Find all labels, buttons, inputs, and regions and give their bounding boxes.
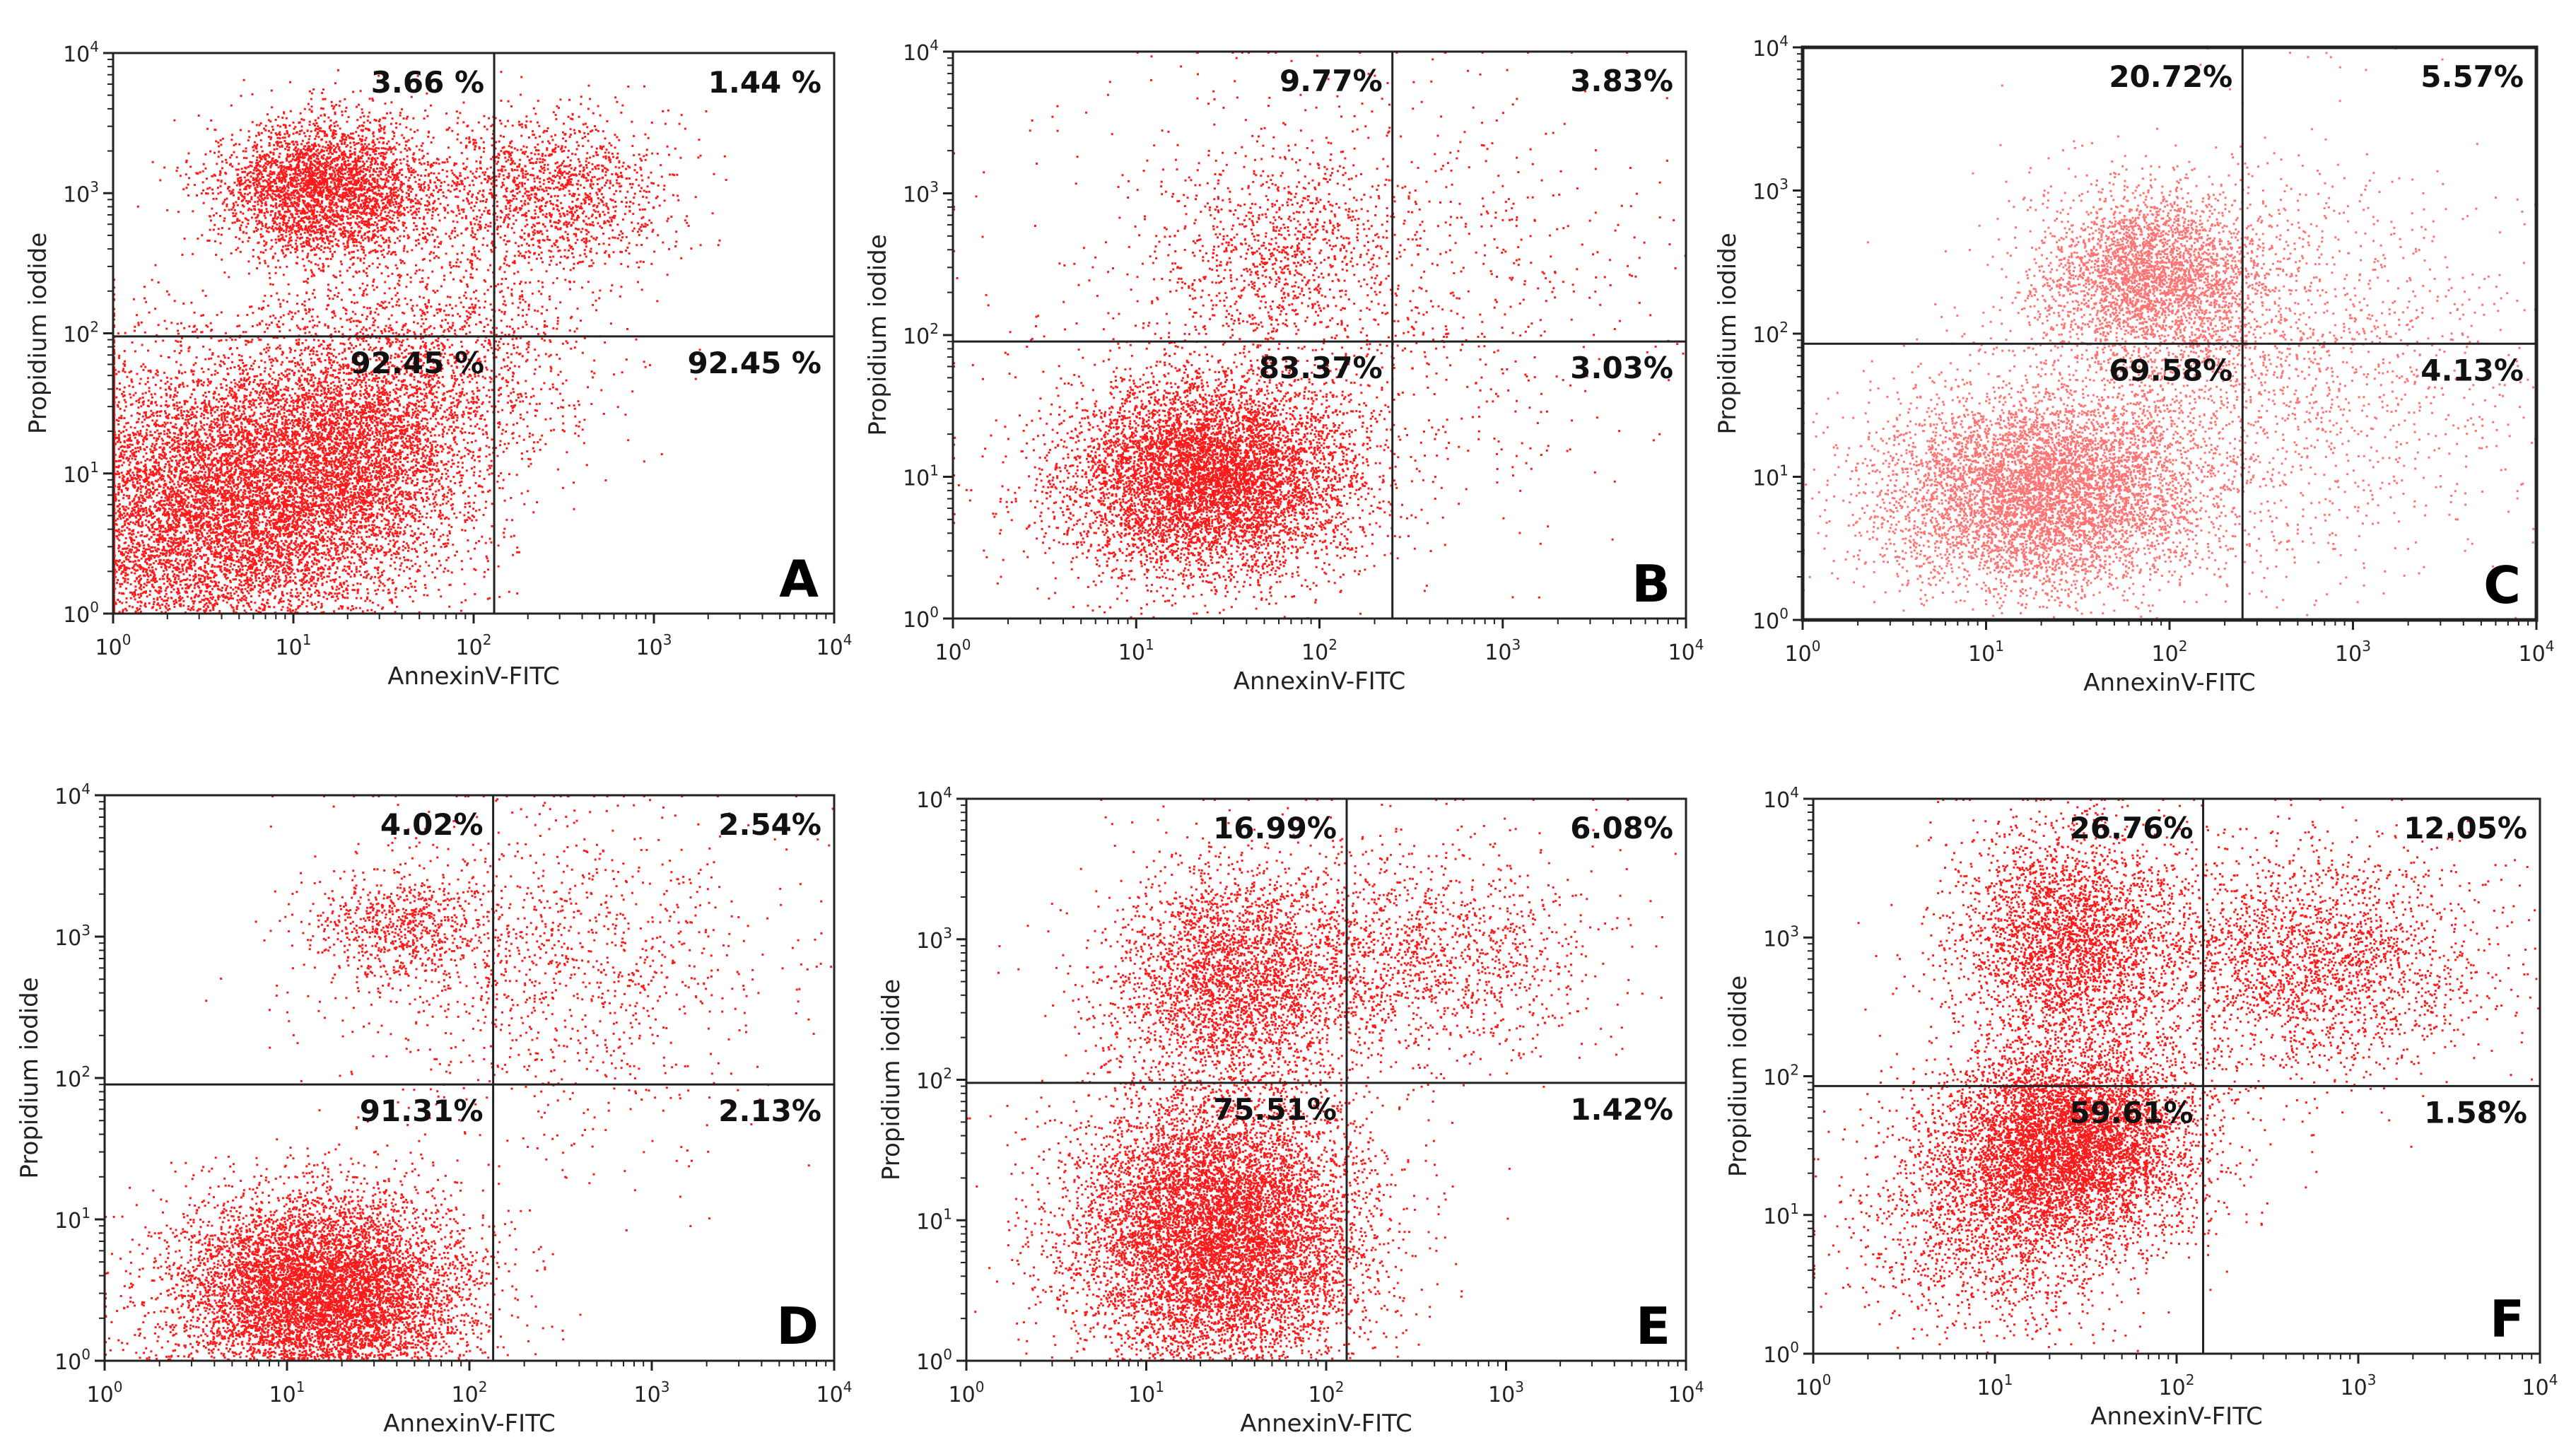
quadrant-label-lower-right: 2.13% (718, 1094, 821, 1128)
quadrant-label-upper-right: 3.83% (1570, 64, 1673, 98)
panel-letter: E (1636, 1296, 1670, 1356)
x-axis-label: AnnexinV-FITC (2090, 1402, 2262, 1431)
x-axis-label: AnnexinV-FITC (383, 1410, 555, 1438)
quadrant-label-lower-right: 92.45 % (687, 346, 821, 380)
quadrant-label-upper-right: 6.08% (1570, 811, 1673, 845)
quadrant-label-lower-left: 59.61% (2070, 1095, 2194, 1130)
quadrant-label-upper-right: 5.57% (2420, 59, 2524, 94)
quadrant-label-upper-left: 9.77% (1280, 64, 1383, 98)
panel-letter: A (779, 549, 819, 609)
quadrant-label-lower-right: 3.03% (1570, 351, 1673, 385)
quadrant-label-upper-right: 1.44 % (708, 65, 821, 100)
panel-letter: D (776, 1296, 819, 1356)
quadrant-label-upper-right: 12.05% (2404, 811, 2527, 845)
x-axis-label: AnnexinV-FITC (1234, 667, 1405, 696)
quadrant-label-lower-left: 92.45 % (350, 346, 484, 380)
quadrant-label-lower-left: 91.31% (360, 1094, 484, 1128)
quadrant-label-upper-left: 20.72% (2109, 59, 2232, 94)
y-axis-label: Propidium iodide (24, 233, 52, 434)
x-axis-label: AnnexinV-FITC (2083, 669, 2255, 697)
quadrant-label-lower-right: 4.13% (2420, 353, 2524, 387)
x-axis-label: AnnexinV-FITC (1240, 1410, 1412, 1438)
quadrant-label-lower-left: 69.58% (2109, 353, 2232, 387)
quadrant-label-upper-left: 16.99% (1213, 811, 1337, 845)
quadrant-label-lower-right: 1.42% (1570, 1092, 1673, 1127)
panel-letter: B (1632, 554, 1670, 614)
y-axis-label: Propidium iodide (864, 234, 892, 435)
quadrant-label-upper-left: 3.66 % (371, 65, 484, 100)
x-axis-label: AnnexinV-FITC (387, 662, 559, 691)
y-axis-label: Propidium iodide (16, 977, 44, 1178)
panel-letter: C (2483, 556, 2521, 615)
quadrant-label-upper-left: 26.76% (2070, 811, 2194, 845)
quadrant-label-upper-right: 2.54% (718, 807, 821, 842)
panel-letter: F (2490, 1289, 2524, 1349)
quadrant-label-lower-left: 83.37% (1259, 351, 1383, 385)
y-axis-label: Propidium iodide (1714, 233, 1742, 434)
quadrant-label-upper-left: 4.02% (380, 807, 484, 842)
quadrant-label-lower-left: 75.51% (1213, 1092, 1337, 1127)
quadrant-label-lower-right: 1.58% (2424, 1095, 2527, 1130)
y-axis-label: Propidium iodide (877, 979, 906, 1181)
y-axis-label: Propidium iodide (1724, 976, 1752, 1177)
